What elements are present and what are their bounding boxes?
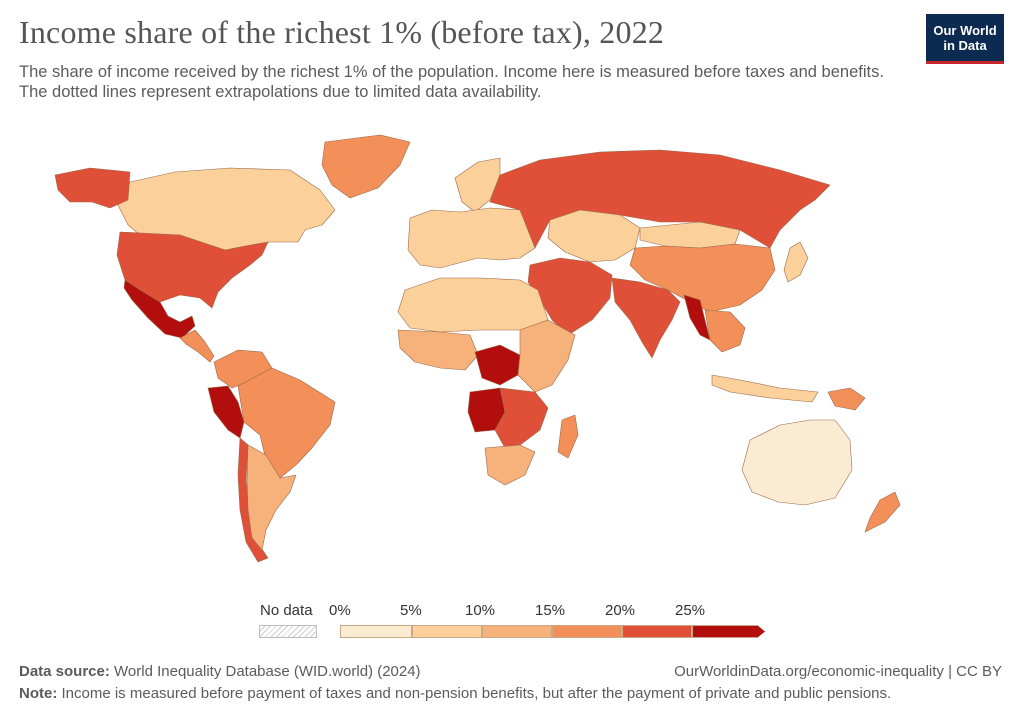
region-central-africa[interactable] (474, 344, 521, 386)
owid-logo[interactable]: Our World in Data (926, 14, 1004, 64)
legend-tick-3: 15% (535, 602, 566, 619)
region-china[interactable] (629, 243, 776, 313)
legend-tick-1: 5% (400, 602, 422, 619)
legend-arrow-icon (757, 625, 765, 638)
region-papua-new-guinea[interactable] (827, 387, 866, 411)
region-scandinavia[interactable] (454, 157, 501, 213)
region-brazil[interactable] (237, 367, 336, 479)
region-north-africa[interactable] (397, 277, 549, 333)
map-legend: No data 0% 5% 10% 15% 20% 25% (255, 600, 775, 645)
data-source-text: World Inequality Database (WID.world) (2… (109, 663, 421, 680)
legend-no-data-swatch[interactable] (259, 625, 317, 638)
legend-tick-0: 0% (329, 602, 351, 619)
region-canada[interactable] (117, 167, 336, 251)
chart-note: Note: Income is measured before payment … (19, 685, 891, 702)
region-australia[interactable] (741, 419, 853, 506)
legend-bin-25-plus[interactable] (692, 625, 757, 638)
legend-tick-4: 20% (605, 602, 636, 619)
chart-subtitle: The share of income received by the rich… (19, 63, 884, 101)
note-label: Note: (19, 685, 58, 702)
legend-tick-2: 10% (465, 602, 496, 619)
region-southeast-asia[interactable] (704, 309, 746, 353)
legend-no-data-label: No data (260, 602, 313, 619)
region-east-africa[interactable] (517, 319, 576, 393)
legend-bin-10-15[interactable] (482, 625, 552, 638)
region-new-zealand[interactable] (864, 491, 901, 533)
world-map (54, 134, 901, 563)
region-alaska[interactable] (54, 167, 131, 209)
data-source-label: Data source: (19, 663, 110, 680)
legend-bin-15-20[interactable] (552, 625, 622, 638)
legend-bin-0-5[interactable] (340, 625, 412, 638)
logo-line-2: in Data (943, 38, 987, 53)
legend-bin-5-10[interactable] (412, 625, 482, 638)
chart-title: Income share of the richest 1% (before t… (19, 14, 665, 50)
region-southern-africa[interactable] (494, 387, 549, 449)
region-mexico[interactable] (123, 279, 196, 339)
region-south-africa[interactable] (484, 444, 536, 486)
region-chile[interactable] (237, 437, 269, 563)
note-text: Income is measured before payment of tax… (57, 685, 892, 702)
region-europe[interactable] (407, 207, 536, 269)
region-greenland[interactable] (321, 134, 411, 199)
data-source: Data source: World Inequality Database (… (19, 663, 421, 680)
region-west-africa[interactable] (397, 329, 479, 371)
region-peru[interactable] (207, 385, 245, 439)
source-url-link[interactable]: OurWorldinData.org/economic-inequality |… (674, 663, 1002, 680)
region-indonesia[interactable] (711, 374, 819, 403)
logo-line-1: Our World (933, 23, 997, 38)
legend-tick-5: 25% (675, 602, 706, 619)
region-india[interactable] (611, 277, 681, 359)
region-central-asia[interactable] (547, 209, 641, 263)
legend-bin-20-25[interactable] (622, 625, 692, 638)
region-central-america[interactable] (179, 329, 215, 363)
region-argentina[interactable] (246, 444, 297, 551)
region-madagascar[interactable] (557, 414, 579, 459)
region-japan[interactable] (783, 241, 809, 283)
